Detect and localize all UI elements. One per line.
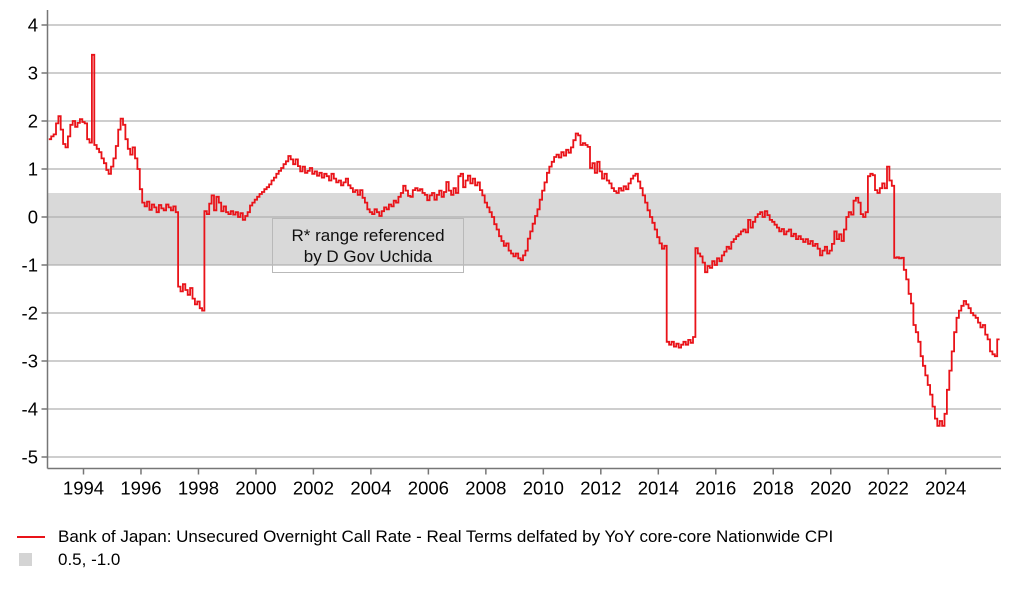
x-tick-label-2012: 2012 bbox=[580, 478, 621, 499]
x-tick-label-2004: 2004 bbox=[350, 478, 391, 499]
y-tick-label--4: -4 bbox=[22, 399, 38, 420]
legend-entry-band: 0.5, -1.0 bbox=[17, 550, 833, 569]
x-tick-label-2016: 2016 bbox=[695, 478, 736, 499]
legend-band-swatch bbox=[17, 553, 48, 566]
rstar-annotation-box: R* range referenced by D Gov Uchida bbox=[272, 218, 464, 273]
y-tick-label--3: -3 bbox=[22, 351, 38, 372]
plot-area: 4 3 2 1 0 -1 -2 -3 -4 -5 1994 1996 1998 2000 2002 2004 2… bbox=[22, 10, 1001, 499]
legend-series-label: Bank of Japan: Unsecured Overnight Call … bbox=[58, 526, 834, 546]
legend-line-marker bbox=[17, 535, 48, 538]
y-tick-label--2: -2 bbox=[22, 303, 38, 324]
series-line-boj-real-call-rate bbox=[48, 53, 1000, 427]
rstar-band bbox=[47, 193, 1001, 265]
x-tick-label-2018: 2018 bbox=[753, 478, 794, 499]
y-tick-label-2: 2 bbox=[28, 111, 38, 132]
x-tick-label-2020: 2020 bbox=[810, 478, 851, 499]
y-tick-label--1: -1 bbox=[22, 255, 38, 276]
x-tick-label-1998: 1998 bbox=[178, 478, 219, 499]
y-tick-label--5: -5 bbox=[22, 447, 38, 468]
x-tick-label-1996: 1996 bbox=[120, 478, 161, 499]
x-tick-label-2024: 2024 bbox=[925, 478, 966, 499]
x-tick-label-2022: 2022 bbox=[868, 478, 909, 499]
y-tick-label-4: 4 bbox=[28, 15, 38, 36]
y-tick-label-3: 3 bbox=[28, 63, 38, 84]
x-tick-label-1994: 1994 bbox=[63, 478, 104, 499]
rstar-annotation-line1: R* range referenced bbox=[291, 225, 445, 245]
y-tick-label-0: 0 bbox=[28, 207, 38, 228]
x-tick-label-2006: 2006 bbox=[408, 478, 449, 499]
rstar-annotation-line2: by D Gov Uchida bbox=[303, 246, 433, 266]
x-tick-label-2002: 2002 bbox=[293, 478, 334, 499]
legend-band-label: 0.5, -1.0 bbox=[58, 549, 121, 569]
x-tick-label-2014: 2014 bbox=[638, 478, 679, 499]
x-tick-label-2010: 2010 bbox=[523, 478, 564, 499]
legend-entry-series: Bank of Japan: Unsecured Overnight Call … bbox=[17, 527, 833, 546]
x-tick-label-2008: 2008 bbox=[465, 478, 506, 499]
x-tick-label-2000: 2000 bbox=[235, 478, 276, 499]
legend: Bank of Japan: Unsecured Overnight Call … bbox=[17, 527, 833, 573]
y-tick-label-1: 1 bbox=[28, 159, 38, 180]
